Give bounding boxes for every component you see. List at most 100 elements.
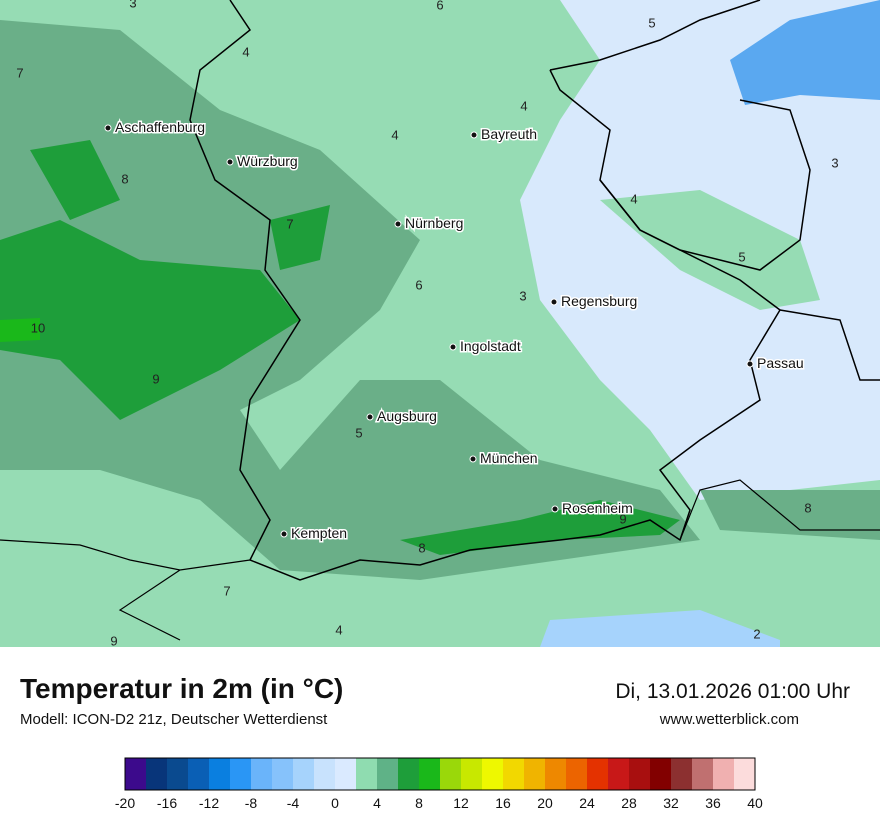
legend-swatch [587,758,609,790]
legend-swatch [272,758,294,790]
legend-tick-label: -8 [245,795,258,811]
city-dot [470,131,478,139]
contour-label: 5 [355,425,362,440]
city-dot [104,124,112,132]
legend-frame [124,757,756,791]
legend-swatch [293,758,315,790]
contour-label: 8 [121,171,128,186]
legend-swatch [230,758,252,790]
country-border [549,0,880,381]
city-label: Augsburg [377,408,437,424]
legend-swatch [545,758,567,790]
legend-tick-label: 16 [495,795,511,811]
title: Temperatur in 2m (in °C) [20,673,343,704]
city-label: Nürnberg [405,215,463,231]
contour-label: 10 [31,320,45,335]
city-dot [551,505,559,513]
legend-tick-label: -12 [199,795,219,811]
city-label: Würzburg [237,153,298,169]
contour-labels: 3 6 5 4 7 4 4 3 8 4 7 5 6 3 10 9 5 9 8 8 7 9 4 2 [16,0,838,648]
city-dot [394,220,402,228]
legend-tick-label: 4 [373,795,381,811]
state-border [189,0,781,581]
contour-label: 4 [335,622,342,637]
legend-tick-label: -4 [287,795,300,811]
contour-label: 6 [436,0,443,12]
legend-tick-label: 12 [453,795,469,811]
legend-swatch [608,758,630,790]
city-label: Aschaffenburg [115,119,205,135]
legend-swatch [566,758,588,790]
contour-label: 7 [16,65,23,80]
legend-swatch [188,758,210,790]
legend-swatch [356,758,378,790]
contour-label: 9 [110,633,117,648]
legend-tick-label: 28 [621,795,637,811]
legend-swatch [713,758,735,790]
city-label: Ingolstadt [460,338,521,354]
footer [0,647,880,830]
mid-zone [0,20,700,580]
cities: Aschaffenburg Würzburg Bayreuth Nürnberg Reg… [104,118,805,543]
legend-swatch [524,758,546,790]
legend-tick-label: 20 [537,795,553,811]
city-label: Bayreuth [481,126,537,142]
city-label: Regensburg [561,293,637,309]
contour-label: 9 [619,511,626,526]
legend-swatch [692,758,714,790]
legend-tick-label: 24 [579,795,595,811]
contour-label: 4 [391,127,398,142]
city-dot [469,455,477,463]
legend-tick-label: 36 [705,795,721,811]
city-dot [226,158,234,166]
warm-zone [0,140,330,420]
legend-swatch [671,758,693,790]
legend-swatch [650,758,672,790]
city-label: München [480,450,538,466]
legend-swatch [419,758,441,790]
contour-label: 4 [520,98,527,113]
contour-label: 4 [630,191,637,206]
contour-label: 2 [753,626,760,641]
legend-swatch [377,758,399,790]
city-dot [366,413,374,421]
model: Modell: ICON-D2 21z, Deutscher Wetterdie… [20,711,328,728]
contour-label: 3 [129,0,136,10]
contour-label: 7 [286,216,293,231]
legend-swatch [398,758,420,790]
legend-swatch [335,758,357,790]
contour-label: 6 [415,277,422,292]
legend-swatch [482,758,504,790]
website: www.wetterblick.com [659,711,799,728]
legend-swatch [125,758,147,790]
warmest-zone [0,318,40,342]
city-dot [280,530,288,538]
city-dot [449,343,457,351]
map: Aschaffenburg Würzburg Bayreuth Nürnberg Reg… [0,0,880,648]
legend-swatch [146,758,168,790]
city-dot [746,360,754,368]
city-label: Rosenheim [562,500,633,516]
contour-label: 8 [418,540,425,555]
cold-zone [730,0,880,105]
country-border [0,479,880,641]
legend-swatch [251,758,273,790]
legend-swatch [629,758,651,790]
contour-label: 5 [738,249,745,264]
mid-zone [700,490,880,540]
legend-swatch [734,758,756,790]
datetime: Di, 13.01.2026 01:00 Uhr [615,680,850,703]
contour-label: 9 [152,371,159,386]
legend-tick-label: 0 [331,795,339,811]
contour-label: 3 [831,155,838,170]
legend-swatch [440,758,462,790]
legend-swatch [167,758,189,790]
legend-swatch [503,758,525,790]
color-legend: -20 -16 -12 -8 -4 0 4 8 12 16 20 24 28 32 36 40 [115,757,763,811]
mild-zone [600,190,820,310]
warm-zone [400,500,680,555]
legend-swatch [209,758,231,790]
city-label: Kempten [291,525,347,541]
cold-zone [540,610,780,647]
